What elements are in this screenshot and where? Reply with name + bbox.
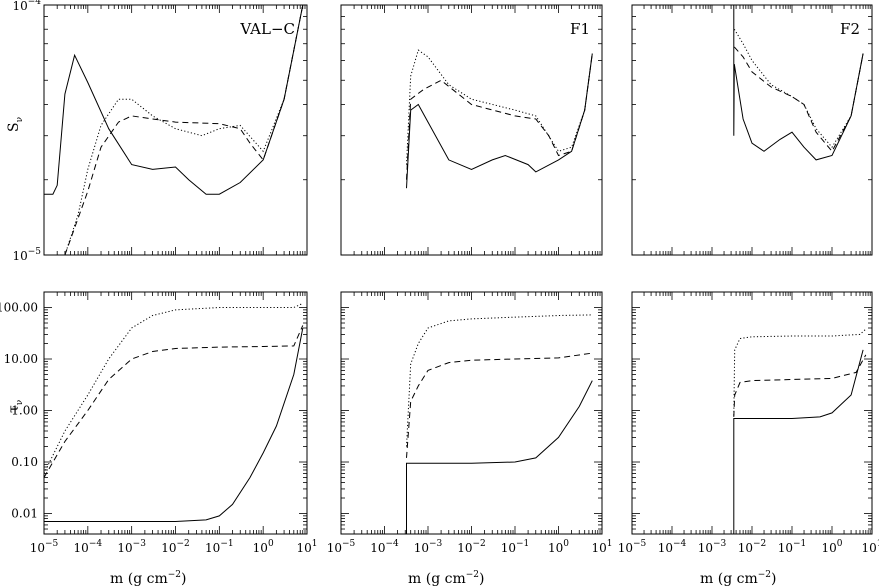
x-tick-label: 10−2 — [738, 539, 767, 555]
panel-label: F1 — [570, 20, 590, 38]
xlabel-col1: m (g cm−2) — [110, 570, 186, 587]
series-dashed-line — [406, 53, 593, 180]
series-dotted-line — [406, 49, 593, 165]
x-tick-label: 10−5 — [30, 539, 59, 555]
series-solid-line — [733, 349, 864, 534]
x-tick-label: 10−5 — [618, 539, 647, 555]
series-dotted-line — [64, 5, 304, 255]
xlabel-col3: m (g cm−2) — [700, 570, 776, 587]
ylabel-snu: Sν — [6, 117, 25, 132]
x-tick-label: 10−3 — [698, 539, 727, 555]
series-dotted-line — [733, 328, 867, 416]
series-solid-line — [406, 380, 593, 534]
plot-frame — [340, 291, 603, 535]
plot-frame — [631, 291, 873, 535]
series-solid-line — [406, 53, 593, 189]
x-tick-label: 100 — [821, 539, 842, 555]
y-tick-label: 0.10 — [11, 455, 38, 469]
y-tick-label: 1.00 — [11, 404, 38, 418]
series-solid-line — [44, 327, 304, 522]
y-tick-label: 100.00 — [0, 301, 38, 315]
x-tick-label: 101 — [591, 539, 612, 555]
x-tick-label: 10−4 — [74, 539, 103, 555]
x-tick-label: 100 — [548, 539, 569, 555]
plot-frame — [43, 291, 308, 535]
series-dashed-line — [64, 5, 304, 255]
plot-frame — [43, 4, 308, 256]
panel-f1-S_nu: F1 — [340, 4, 603, 256]
x-tick-label: 10−4 — [658, 539, 687, 555]
x-tick-label: 10−1 — [501, 539, 530, 555]
series-dotted-line — [44, 302, 304, 474]
y-tick-label: 10.00 — [4, 352, 38, 366]
x-tick-label: 10−3 — [414, 539, 443, 555]
x-tick-label: 100 — [253, 539, 274, 555]
series-dashed-line — [44, 325, 304, 478]
series-solid-line — [733, 5, 864, 161]
panel-f2-tau_nu: 10−5 10−4 10−3 10−2 10−1 100 101 — [618, 291, 879, 555]
x-tick-label: 10−3 — [117, 539, 146, 555]
x-tick-label: 10−1 — [778, 539, 807, 555]
panel-f1-tau_nu: 10−5 10−4 10−3 10−2 10−1 100 101 — [327, 291, 613, 555]
x-tick-label: 10−1 — [205, 539, 234, 555]
x-tick-label: 101 — [861, 539, 879, 555]
series-dotted-line — [406, 314, 593, 447]
x-tick-label: 10−4 — [370, 539, 399, 555]
panel-f2-S_nu: F2 — [631, 4, 873, 256]
plot-frame — [340, 4, 603, 256]
x-tick-label: 101 — [296, 539, 317, 555]
panel-val-c-tau_nu: 10−5 10−4 10−3 10−2 10−1 100 101 100.00 10.00 1.0… — [0, 291, 318, 555]
y-tick-label: 0.01 — [11, 507, 38, 521]
ylabel-taunu: τν — [6, 400, 25, 413]
x-tick-label: 10−2 — [457, 539, 486, 555]
panel-label: VAL−C — [239, 20, 295, 38]
plot-frame — [631, 4, 873, 256]
panel-val-c-S_nu: 10−4 10−5 VAL−C — [12, 0, 308, 263]
series-dashed-line — [733, 46, 864, 153]
panel-label: F2 — [840, 20, 860, 38]
series-dashed-line — [733, 354, 867, 417]
series-solid-line — [44, 5, 304, 195]
y-tick-label: 10−5 — [12, 247, 41, 263]
x-tick-label: 10−2 — [161, 539, 190, 555]
x-tick-label: 10−5 — [327, 539, 356, 555]
y-tick-label: 10−4 — [12, 0, 41, 13]
series-dashed-line — [406, 352, 593, 458]
xlabel-col2: m (g cm−2) — [408, 570, 484, 587]
